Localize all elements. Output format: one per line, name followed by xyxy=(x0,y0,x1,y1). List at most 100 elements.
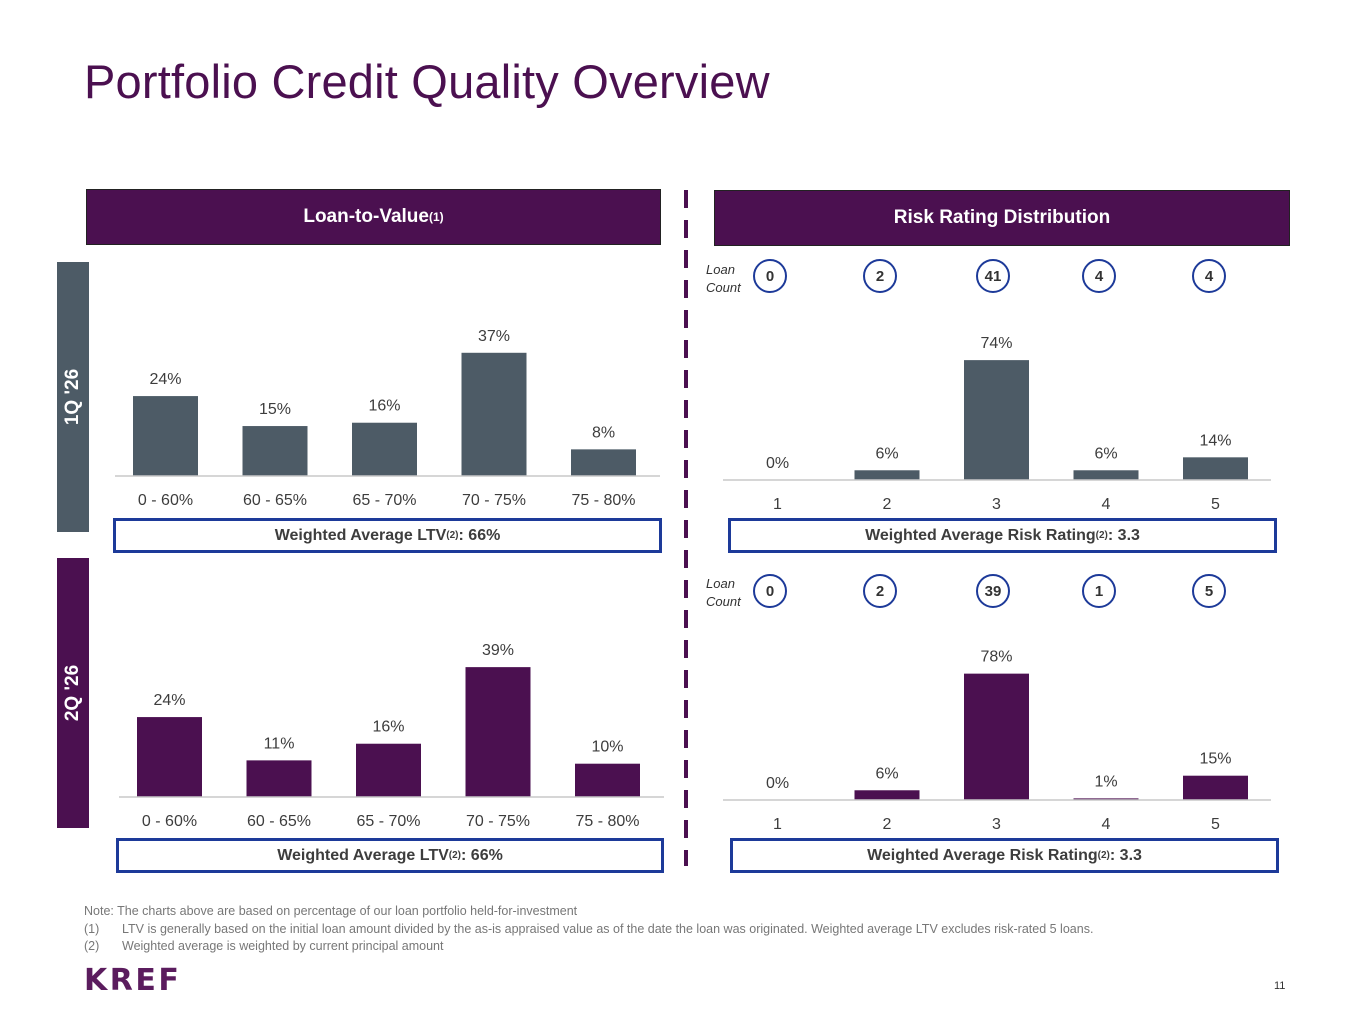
quarter-label-2q26-text: 2Q '26 xyxy=(62,664,83,722)
x-tick-label: 65 - 70% xyxy=(356,813,420,830)
bar xyxy=(137,717,202,797)
x-tick-label: 70 - 75% xyxy=(466,813,530,830)
bar xyxy=(133,396,198,476)
ltv-chart-2q26: 24% 0 - 60% 11% 60 - 65% 16% 65 - 70% 39% 70 - … xyxy=(119,630,664,835)
kref-logo: KREF xyxy=(84,963,182,998)
data-label: 16% xyxy=(372,719,404,736)
ltv-chart-1q26-svg: 24% 0 - 60% 15% 60 - 65% 16% 65 - 70% 37% 70 - … xyxy=(115,328,660,509)
data-label: 15% xyxy=(1199,751,1231,768)
loan-count-label-line2: Count xyxy=(706,280,741,295)
quarter-label-1q26-text: 1Q '26 xyxy=(62,368,83,426)
footnote-line: (1) LTV is generally based on the initial… xyxy=(84,921,1093,939)
page-title: Portfolio Credit Quality Overview xyxy=(84,55,770,108)
weighted-risk-box-1q26: Weighted Average Risk Rating (2): 3.3 xyxy=(728,518,1277,553)
footnote-line: (2) Weighted average is weighted by curre… xyxy=(84,938,1093,956)
data-label: 24% xyxy=(153,692,185,709)
data-label: 0% xyxy=(766,775,789,792)
weighted-ltv-box-2q26: Weighted Average LTV (2): 66% xyxy=(116,838,664,873)
loan-count-label-line1: Loan xyxy=(706,262,735,277)
weighted-risk-footnote: (2) xyxy=(1095,530,1108,541)
data-label: 0% xyxy=(766,455,789,472)
loan-count-badge: 4 xyxy=(1192,259,1226,293)
x-tick-label: 75 - 80% xyxy=(571,492,635,509)
bar xyxy=(352,422,417,476)
risk-header-label: Risk Rating Distribution xyxy=(893,207,1111,228)
data-label: 14% xyxy=(1199,432,1231,449)
data-label: 8% xyxy=(592,424,615,441)
x-tick-label: 1 xyxy=(773,816,782,833)
x-tick-label: 1 xyxy=(773,496,782,513)
footnote-text: Note: The charts above are based on perc… xyxy=(84,904,578,918)
bar xyxy=(1073,798,1139,800)
weighted-risk-value: : 3.3 xyxy=(1109,846,1142,864)
data-label: 15% xyxy=(259,401,291,418)
x-tick-label: 75 - 80% xyxy=(575,813,639,830)
footnote-number: (2) xyxy=(84,939,100,953)
weighted-ltv-footnote: (2) xyxy=(448,850,462,861)
risk-header: Risk Rating Distribution xyxy=(714,190,1290,246)
x-tick-label: 5 xyxy=(1211,816,1220,833)
loan-count-badge: 2 xyxy=(863,259,897,293)
bar xyxy=(465,667,531,797)
x-tick-label: 4 xyxy=(1102,496,1111,513)
bar xyxy=(964,360,1029,480)
data-label: 1% xyxy=(1094,773,1117,790)
loan-count-badge: 4 xyxy=(1082,259,1116,293)
x-tick-label: 70 - 75% xyxy=(462,492,526,509)
footnote-text: LTV is generally based on the initial lo… xyxy=(122,921,1094,936)
data-label: 16% xyxy=(368,398,400,415)
loan-count-badge: 1 xyxy=(1082,574,1116,608)
loan-count-badge: 2 xyxy=(863,574,897,608)
risk-chart-2q26: 0% 1 6% 2 78% 3 1% 4 15% 5 xyxy=(723,640,1271,840)
data-label: 11% xyxy=(264,735,295,752)
weighted-risk-value: : 3.3 xyxy=(1107,526,1140,544)
ltv-header-footnote: (1) xyxy=(428,210,444,224)
x-tick-label: 0 - 60% xyxy=(142,813,197,830)
x-tick-label: 2 xyxy=(883,816,892,833)
x-tick-label: 0 - 60% xyxy=(138,492,193,509)
footnotes: Note: The charts above are based on perc… xyxy=(84,903,1093,956)
loan-count-label-2q26: Loan Count xyxy=(706,575,756,611)
bar xyxy=(964,673,1029,800)
weighted-risk-box-2q26: Weighted Average Risk Rating (2): 3.3 xyxy=(730,838,1279,873)
ltv-chart-2q26-svg: 24% 0 - 60% 11% 60 - 65% 16% 65 - 70% 39% 70 - … xyxy=(119,642,664,830)
weighted-ltv-footnote: (2) xyxy=(446,530,459,541)
bar xyxy=(571,449,636,476)
quarter-label-2q26: 2Q '26 xyxy=(57,558,89,828)
weighted-risk-prefix: Weighted Average Risk Rating xyxy=(867,846,1098,864)
weighted-ltv-prefix: Weighted Average LTV xyxy=(274,526,447,544)
x-tick-label: 4 xyxy=(1102,816,1111,833)
loan-count-badge: 41 xyxy=(976,259,1010,293)
data-label: 37% xyxy=(478,328,510,345)
x-tick-label: 60 - 65% xyxy=(247,813,311,830)
bar xyxy=(461,352,527,476)
weighted-ltv-box-1q26: Weighted Average LTV (2): 66% xyxy=(113,518,662,553)
weighted-ltv-prefix: Weighted Average LTV xyxy=(277,846,449,864)
weighted-risk-prefix: Weighted Average Risk Rating xyxy=(865,526,1096,544)
bar xyxy=(1183,457,1248,480)
weighted-ltv-value: : 66% xyxy=(458,526,501,544)
bar xyxy=(242,426,308,476)
weighted-ltv-value: : 66% xyxy=(461,846,503,864)
data-label: 6% xyxy=(875,765,898,782)
data-label: 10% xyxy=(591,739,623,756)
footnote-text: Weighted average is weighted by current … xyxy=(122,939,444,953)
loan-count-label-1q26: Loan Count xyxy=(706,261,756,297)
loan-count-badge: 0 xyxy=(753,259,787,293)
loan-count-badge: 5 xyxy=(1192,574,1226,608)
bar xyxy=(854,790,920,800)
bar xyxy=(356,743,421,797)
page-number: 11 xyxy=(1274,980,1286,992)
x-tick-label: 60 - 65% xyxy=(243,492,307,509)
data-label: 74% xyxy=(980,335,1012,352)
ltv-header-label: Loan-to-Value xyxy=(303,206,429,227)
x-tick-label: 5 xyxy=(1211,496,1220,513)
bar xyxy=(854,470,920,480)
bar xyxy=(575,763,640,797)
risk-chart-1q26-svg: 0% 1 6% 2 74% 3 6% 4 14% 5 xyxy=(723,335,1271,513)
x-tick-label: 65 - 70% xyxy=(352,492,416,509)
bar xyxy=(1183,775,1248,800)
loan-count-badge: 39 xyxy=(976,574,1010,608)
quarter-label-1q26: 1Q '26 xyxy=(57,262,89,532)
footnote-number: (1) xyxy=(84,921,100,936)
